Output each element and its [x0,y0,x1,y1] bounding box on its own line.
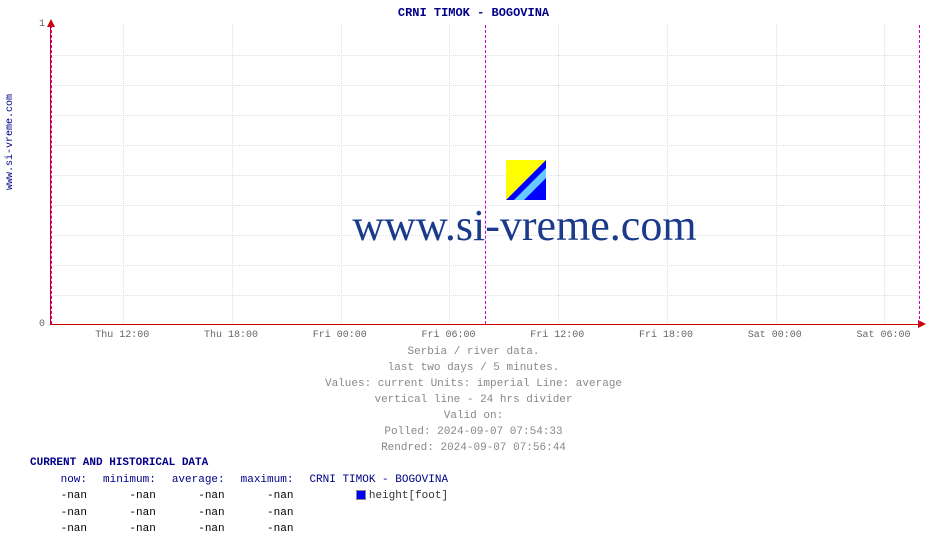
series-label: height[foot] [369,490,448,502]
xtick-label: Fri 12:00 [530,330,584,341]
data-table: now: minimum: average: maximum: CRNI TIM… [30,472,456,538]
ytick-label: 1 [5,19,45,30]
col-min: minimum: [95,472,164,489]
info-line: Values: current Units: imperial Line: av… [0,377,947,393]
col-avg: average: [164,472,233,489]
xtick-label: Fri 00:00 [313,330,367,341]
xtick-label: Thu 18:00 [204,330,258,341]
info-line: vertical line - 24 hrs divider [0,393,947,409]
legend-square-icon [356,490,366,500]
watermark-text: www.si-vreme.com [51,200,947,251]
cell: -nan [30,488,95,505]
cell: -nan [95,521,164,538]
cell: -nan [164,505,233,522]
plot-area: www.si-vreme.com [50,25,920,325]
cell: -nan [30,505,95,522]
legend-cell: height[foot] [301,488,456,505]
series-name: CRNI TIMOK - BOGOVINA [301,472,456,489]
ytick-label: 0 [5,319,45,330]
col-max: maximum: [233,472,302,489]
cell: -nan [233,505,302,522]
cell: -nan [95,505,164,522]
col-now: now: [30,472,95,489]
cell: -nan [164,488,233,505]
cell: -nan [95,488,164,505]
cell: -nan [233,521,302,538]
info-line: last two days / 5 minutes. [0,361,947,377]
info-line: Polled: 2024-09-07 07:54:33 [0,425,947,441]
table-row: -nan -nan -nan -nan [30,505,456,522]
cell: -nan [164,521,233,538]
cell: -nan [30,521,95,538]
info-line: Serbia / river data. [0,345,947,361]
data-section: CURRENT AND HISTORICAL DATA now: minimum… [30,455,456,538]
xtick-label: Thu 12:00 [95,330,149,341]
info-line: Valid on: [0,409,947,425]
data-header: CURRENT AND HISTORICAL DATA [30,455,456,472]
cell: -nan [233,488,302,505]
xtick-label: Fri 18:00 [639,330,693,341]
watermark-logo-icon [506,160,546,200]
table-row: -nan -nan -nan -nan height[foot] [30,488,456,505]
table-row: -nan -nan -nan -nan [30,521,456,538]
xtick-label: Sat 00:00 [748,330,802,341]
chart-title: CRNI TIMOK - BOGOVINA [0,6,947,20]
info-block: Serbia / river data. last two days / 5 m… [0,345,947,457]
xtick-label: Sat 06:00 [856,330,910,341]
xtick-label: Fri 06:00 [421,330,475,341]
y-axis-label: www.si-vreme.com [5,94,16,190]
table-header-row: now: minimum: average: maximum: CRNI TIM… [30,472,456,489]
